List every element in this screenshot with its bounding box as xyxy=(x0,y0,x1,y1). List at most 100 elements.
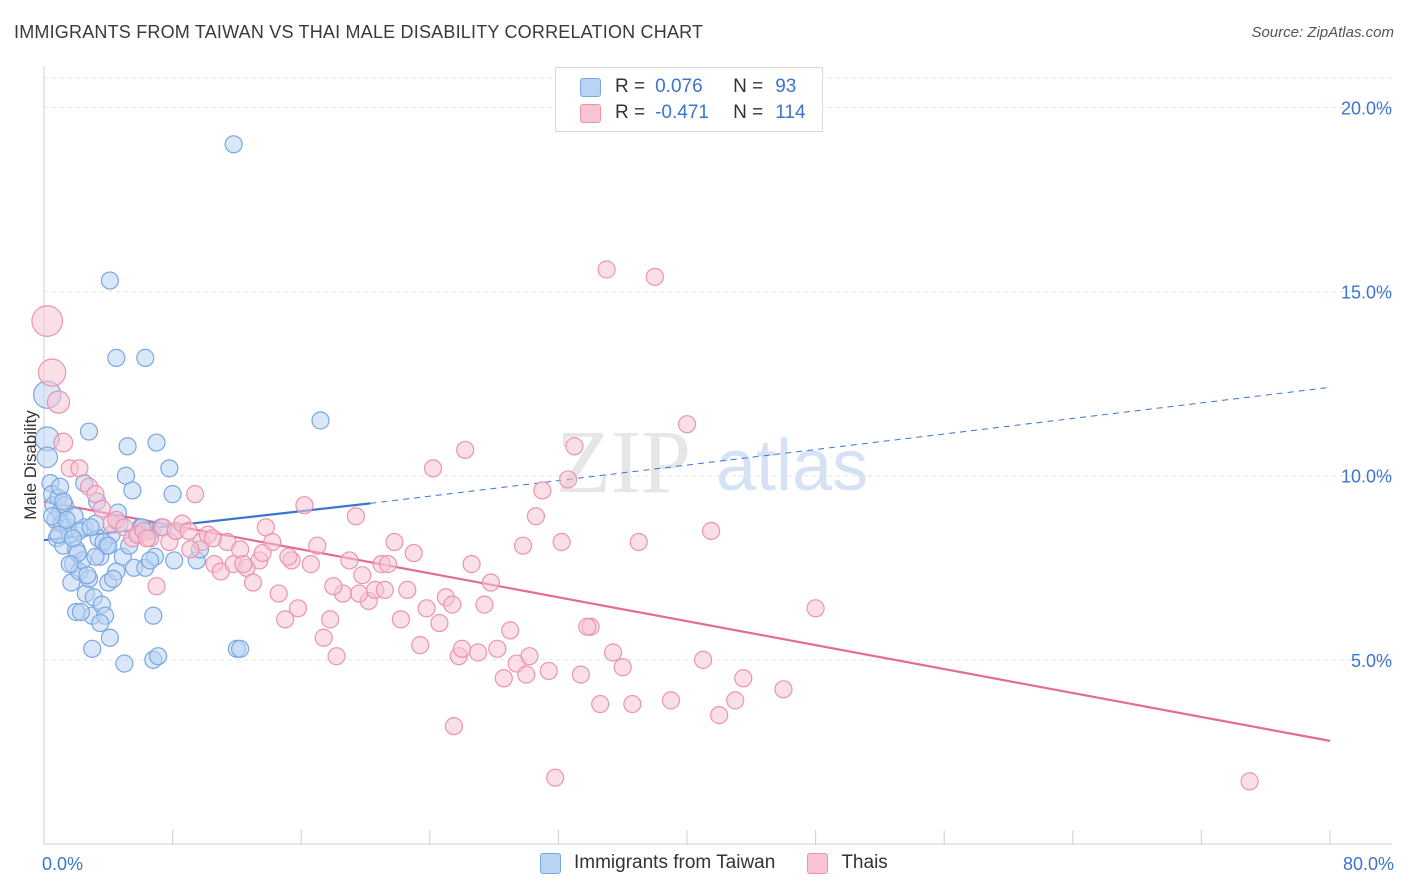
data-point-taiwan xyxy=(63,529,83,548)
data-point-thais xyxy=(231,540,250,559)
data-point-thais xyxy=(546,768,565,787)
data-point-taiwan xyxy=(79,422,99,441)
legend-swatch-taiwan xyxy=(580,77,601,97)
x-tick-label: 0.0% xyxy=(42,854,83,874)
data-point-taiwan xyxy=(78,566,97,585)
legend-label-thais: Thais xyxy=(841,852,888,873)
y-tick-label: 15.0% xyxy=(1341,283,1392,303)
data-point-thais xyxy=(468,643,488,662)
data-point-thais xyxy=(481,573,500,592)
legend-swatch-thais xyxy=(580,103,601,123)
data-point-thais xyxy=(578,617,597,636)
legend-n-label: N = xyxy=(733,102,764,123)
data-point-thais xyxy=(308,536,327,555)
y-tick-label: 20.0% xyxy=(1341,98,1392,118)
data-point-thais xyxy=(806,599,825,618)
data-point-taiwan xyxy=(99,536,118,555)
trend-line-extension xyxy=(370,386,1331,504)
legend-item-thais[interactable]: Thais xyxy=(807,852,888,874)
data-point-taiwan xyxy=(163,485,182,504)
data-point-taiwan xyxy=(50,477,70,496)
data-point-thais xyxy=(179,521,198,541)
data-point-thais xyxy=(417,599,436,618)
data-point-thais xyxy=(353,566,372,585)
data-point-thais xyxy=(288,599,308,618)
bottom-legend: Immigrants from Taiwan Thais xyxy=(540,852,920,874)
chart-title: IMMIGRANTS FROM TAIWAN VS THAI MALE DISA… xyxy=(14,22,704,42)
data-point-thais xyxy=(475,595,494,614)
data-point-thais xyxy=(375,580,394,599)
data-point-thais xyxy=(147,577,166,596)
data-point-thais xyxy=(623,694,642,714)
data-points xyxy=(31,135,1259,791)
data-point-thais xyxy=(324,577,343,596)
data-point-thais xyxy=(391,610,410,629)
data-point-thais xyxy=(327,647,346,666)
legend-r-label: R = xyxy=(615,102,646,123)
data-point-taiwan xyxy=(86,547,105,566)
data-point-thais xyxy=(494,669,513,688)
data-point-thais xyxy=(702,521,721,541)
data-point-thais xyxy=(203,529,222,548)
data-point-thais xyxy=(558,470,578,489)
legend-row-thais: R = -0.471 N = 114 xyxy=(580,102,806,124)
data-point-thais xyxy=(520,647,539,666)
legend-n-value: 114 xyxy=(775,102,806,123)
source-label: Source: ZipAtlas.com xyxy=(1251,24,1394,41)
legend-swatch-thais xyxy=(807,852,829,874)
legend-label-taiwan: Immigrants from Taiwan xyxy=(574,852,776,873)
data-point-thais xyxy=(349,584,369,603)
data-point-thais xyxy=(513,536,533,555)
data-point-thais xyxy=(301,555,320,574)
data-point-thais xyxy=(46,390,71,414)
data-point-taiwan xyxy=(118,437,137,456)
data-point-taiwan xyxy=(160,459,179,478)
data-point-thais xyxy=(488,639,507,658)
data-point-thais xyxy=(462,555,481,574)
data-point-thais xyxy=(385,532,404,552)
y-tick-label: 10.0% xyxy=(1341,467,1392,487)
data-point-thais xyxy=(411,636,430,655)
data-point-taiwan xyxy=(165,551,184,570)
data-point-thais xyxy=(346,507,365,526)
data-point-thais xyxy=(137,529,156,548)
data-point-thais xyxy=(501,621,520,640)
data-point-thais xyxy=(31,305,64,337)
data-point-thais xyxy=(552,532,571,552)
data-point-thais xyxy=(710,706,729,725)
data-point-taiwan xyxy=(224,135,243,154)
data-point-taiwan xyxy=(36,446,59,469)
data-point-thais xyxy=(571,665,591,684)
data-point-thais xyxy=(539,661,558,681)
data-point-thais xyxy=(314,628,333,647)
data-point-thais xyxy=(423,459,443,478)
data-point-thais xyxy=(565,437,584,456)
data-point-thais xyxy=(276,610,295,629)
legend-item-taiwan[interactable]: Immigrants from Taiwan xyxy=(540,852,775,874)
tick-labels: 5.0% 10.0% 15.0% 20.0% 0.0% 80.0% xyxy=(42,98,1394,874)
data-point-thais xyxy=(404,543,423,563)
legend-swatch-taiwan xyxy=(540,852,561,874)
data-point-thais xyxy=(37,358,67,387)
data-point-thais xyxy=(295,496,314,515)
y-axis-label: Male Disability xyxy=(21,410,40,520)
legend-r-value: 0.076 xyxy=(655,76,703,97)
data-point-thais xyxy=(92,499,111,518)
data-point-thais xyxy=(661,691,681,710)
data-point-thais xyxy=(321,610,340,629)
data-point-taiwan xyxy=(123,481,142,500)
data-point-taiwan xyxy=(71,602,91,622)
data-point-thais xyxy=(677,415,697,434)
data-point-thais xyxy=(398,580,417,599)
data-point-taiwan xyxy=(144,606,163,625)
data-point-thais xyxy=(693,650,713,669)
data-point-taiwan xyxy=(81,518,100,537)
data-point-taiwan xyxy=(311,411,330,430)
data-point-taiwan xyxy=(136,348,155,367)
data-point-thais xyxy=(603,643,623,662)
data-point-taiwan xyxy=(60,555,79,574)
data-point-thais xyxy=(53,432,74,453)
data-point-taiwan xyxy=(140,551,160,570)
data-point-taiwan xyxy=(42,507,62,526)
